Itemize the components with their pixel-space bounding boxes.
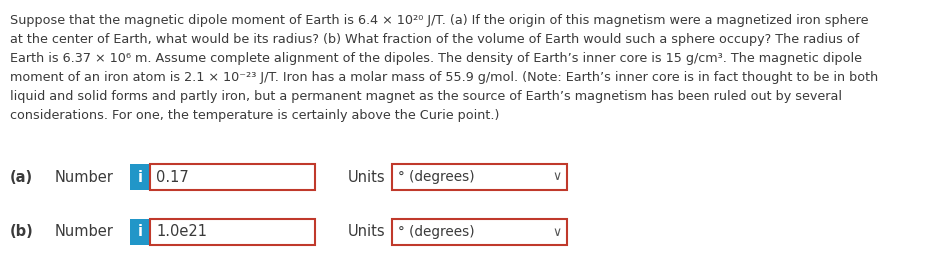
Text: (a): (a) <box>10 170 33 185</box>
Text: i: i <box>138 224 142 239</box>
Text: at the center of Earth, what would be its radius? (b) What fraction of the volum: at the center of Earth, what would be it… <box>10 33 859 46</box>
Text: liquid and solid forms and partly iron, but a permanent magnet as the source of : liquid and solid forms and partly iron, … <box>10 90 842 103</box>
Text: 0.17: 0.17 <box>156 170 188 185</box>
FancyBboxPatch shape <box>392 164 567 190</box>
FancyBboxPatch shape <box>150 164 315 190</box>
Text: ∨: ∨ <box>552 171 561 183</box>
Text: 1.0e21: 1.0e21 <box>156 224 207 239</box>
Text: considerations. For one, the temperature is certainly above the Curie point.): considerations. For one, the temperature… <box>10 109 499 122</box>
Text: Number: Number <box>55 170 114 185</box>
Text: Units: Units <box>348 170 385 185</box>
Text: Units: Units <box>348 224 385 239</box>
FancyBboxPatch shape <box>130 219 150 245</box>
Text: ° (degrees): ° (degrees) <box>398 170 475 184</box>
Text: ∨: ∨ <box>552 225 561 239</box>
Text: Earth is 6.37 × 10⁶ m. Assume complete alignment of the dipoles. The density of : Earth is 6.37 × 10⁶ m. Assume complete a… <box>10 52 862 65</box>
Text: Number: Number <box>55 224 114 239</box>
Text: Suppose that the magnetic dipole moment of Earth is 6.4 × 10²⁰ J/T. (a) If the o: Suppose that the magnetic dipole moment … <box>10 14 869 27</box>
FancyBboxPatch shape <box>150 219 315 245</box>
FancyBboxPatch shape <box>392 219 567 245</box>
Text: ° (degrees): ° (degrees) <box>398 225 475 239</box>
Text: i: i <box>138 170 142 185</box>
Text: (b): (b) <box>10 224 34 239</box>
Text: moment of an iron atom is 2.1 × 10⁻²³ J/T. Iron has a molar mass of 55.9 g/mol. : moment of an iron atom is 2.1 × 10⁻²³ J/… <box>10 71 878 84</box>
FancyBboxPatch shape <box>130 164 150 190</box>
